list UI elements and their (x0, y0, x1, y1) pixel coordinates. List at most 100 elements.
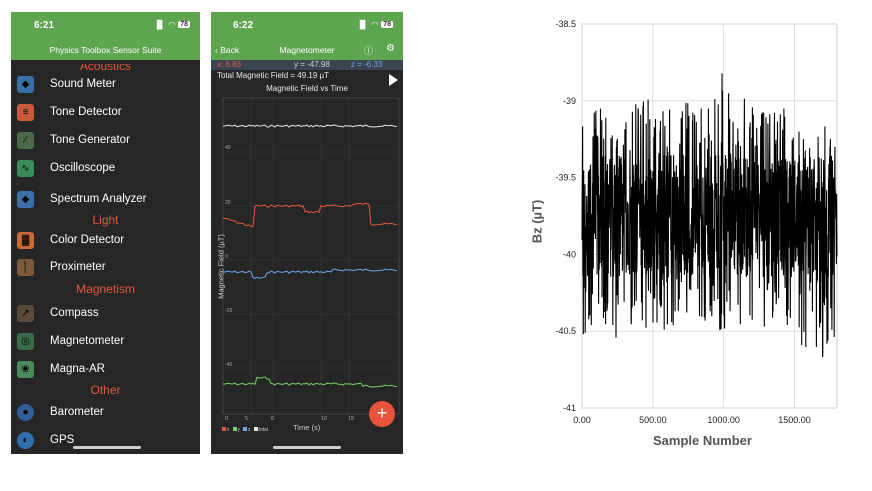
trace-y (222, 268, 398, 279)
category-light: Light (92, 213, 119, 227)
x-tick-label: 1500.00 (778, 415, 811, 425)
bz-chart: -38.5 -39 -39.5 -40 -40.5 -41 0.00 500.00 1000.0… (555, 19, 838, 425)
total-field-readout: Total Magnetic Field = 49.19 µT (217, 71, 329, 80)
sensor-item-tone-generator[interactable]: ∕ Tone Generator (17, 130, 130, 150)
signal-icon: ▐▌ (356, 20, 369, 29)
tone-detector-icon: ≡ (17, 103, 34, 121)
status-time: 6:21 (34, 20, 55, 31)
legend-x: x (222, 427, 230, 433)
sensor-item-spectrum-analyzer[interactable]: ◆ Spectrum Analyzer (17, 189, 147, 209)
category-acoustics: Acoustics (11, 64, 200, 70)
y-axis-title: Bz (µT) (529, 199, 545, 244)
add-button[interactable]: + (369, 401, 395, 427)
play-icon[interactable] (389, 74, 398, 86)
chart-legend: x y z total (222, 427, 268, 433)
x-tick-label: 0.00 (573, 415, 591, 425)
info-icon[interactable]: ⓘ (363, 46, 373, 56)
gps-icon: ◐ (17, 431, 34, 449)
sensor-item-label: Color Detector (50, 234, 125, 246)
sensor-suite-menu-screen: 6:21 ▐▌ ◠ 78 Physics Toolbox Sensor Suit… (11, 12, 200, 454)
tone-generator-icon: ∕ (17, 131, 34, 149)
x-tick-label: 1000.00 (707, 415, 740, 425)
signal-icon: ▐▌ (153, 20, 166, 29)
sensor-item-label: Magna-AR (50, 363, 105, 375)
sensor-item-magnetometer[interactable]: ◎ Magnetometer (17, 331, 124, 351)
magnetometer-icon: ◎ (17, 332, 34, 350)
y-axis-label: Magnetic Field (µT) (216, 234, 226, 299)
magna-ar-icon: ❀ (17, 360, 34, 378)
sensor-item-label: Magnetometer (50, 335, 125, 347)
x-tick: 5 (245, 416, 249, 422)
trace-z (222, 376, 398, 388)
sensor-item-label: Proximeter (50, 261, 106, 273)
sensor-item-magna-ar[interactable]: ❀ Magna-AR (17, 359, 105, 379)
sensor-item-sound-meter[interactable]: ◆ Sound Meter (17, 74, 116, 94)
legend-total: total (253, 427, 268, 433)
wifi-icon: ◠ (371, 20, 379, 29)
bz-chart-panel: -38.5 -39 -39.5 -40 -40.5 -41 0.00 500.00 1000.0… (525, 14, 860, 459)
y-tick: -20 (225, 308, 233, 314)
y-tick-label: -38.5 (555, 19, 576, 29)
y-tick: -40 (225, 362, 233, 368)
x-tick-label: 500.00 (639, 415, 667, 425)
legend-z: z (243, 427, 251, 433)
chevron-left-icon: ‹ (215, 45, 218, 55)
z-readout: z = -6.33 (351, 60, 383, 69)
magnetic-field-chart (222, 97, 400, 415)
status-time: 6:22 (233, 20, 254, 31)
back-label: Back (220, 45, 240, 55)
trace-x (222, 202, 398, 227)
chart-frame (222, 97, 400, 415)
battery-icon: 78 (381, 21, 393, 28)
y-tick: 0 (225, 254, 228, 260)
x-tick: 15 (348, 416, 355, 422)
x-readout: x: 6.83 (217, 60, 242, 69)
status-bar: 6:21 ▐▌ ◠ 78 (11, 12, 200, 40)
sensor-item-compass[interactable]: ↗ Compass (17, 303, 99, 323)
back-button[interactable]: ‹ Back (215, 45, 239, 55)
status-icons: ▐▌ ◠ 78 (357, 20, 393, 29)
y-tick: 20 (225, 200, 231, 206)
legend-y: y (232, 427, 240, 433)
sensor-item-label: Oscilloscope (50, 162, 116, 174)
gear-icon[interactable]: ⚙ (386, 43, 395, 54)
sensor-item-label: Spectrum Analyzer (50, 193, 147, 205)
chart-title: Magnetic Field vs Time (266, 84, 348, 93)
bz-series-line (581, 73, 838, 358)
sensor-item-label: GPS (50, 434, 75, 446)
oscilloscope-icon: ∿ (17, 159, 34, 177)
sensor-item-label: Sound Meter (50, 78, 116, 90)
sensor-item-tone-detector[interactable]: ≡ Tone Detector (17, 102, 122, 122)
y-readout: y = -47.98 (294, 60, 330, 69)
status-icons: ▐▌ ◠ 78 (154, 20, 190, 29)
battery-icon: 78 (178, 21, 190, 28)
sensor-item-color-detector[interactable]: ▓ Color Detector (17, 230, 124, 250)
x-tick: 10 (321, 416, 328, 422)
sensor-item-label: Tone Detector (50, 106, 122, 118)
sensor-item-label: Barometer (50, 406, 104, 418)
wifi-icon: ◠ (168, 20, 176, 29)
sensor-item-oscilloscope[interactable]: ∿ Oscilloscope (17, 158, 115, 178)
magnetometer-screen: 6:22 ▐▌ ◠ 78 ‹ Back Magnetometer ⓘ ⚙ x: … (211, 12, 403, 454)
home-indicator[interactable] (273, 446, 341, 449)
y-tick-label: -41 (563, 403, 576, 413)
x-axis-title: Sample Number (653, 433, 752, 448)
sensor-item-barometer[interactable]: ● Barometer (17, 402, 104, 422)
sensor-list: Acoustics ◆ Sound Meter ≡ Tone Detector … (11, 60, 200, 454)
trace-total (222, 124, 398, 128)
sensor-item-label: Compass (50, 307, 99, 319)
nav-bar: ‹ Back Magnetometer ⓘ ⚙ (211, 40, 403, 60)
sound-meter-icon: ◆ (17, 75, 34, 93)
proximeter-icon: │ (17, 258, 34, 276)
y-tick-label: -39.5 (555, 173, 576, 183)
category-magnetism: Magnetism (76, 282, 135, 296)
compass-icon: ↗ (17, 304, 34, 322)
x-axis-label: Time (s) (293, 423, 321, 432)
x-tick: 6 (271, 416, 275, 422)
y-tick-label: -40 (563, 249, 576, 259)
sensor-item-proximeter[interactable]: │ Proximeter (17, 257, 106, 277)
sensor-item-gps[interactable]: ◐ GPS (17, 430, 74, 450)
home-indicator[interactable] (73, 446, 141, 449)
app-title: Physics Toolbox Sensor Suite (11, 40, 200, 60)
x-tick: 0 (225, 416, 229, 422)
